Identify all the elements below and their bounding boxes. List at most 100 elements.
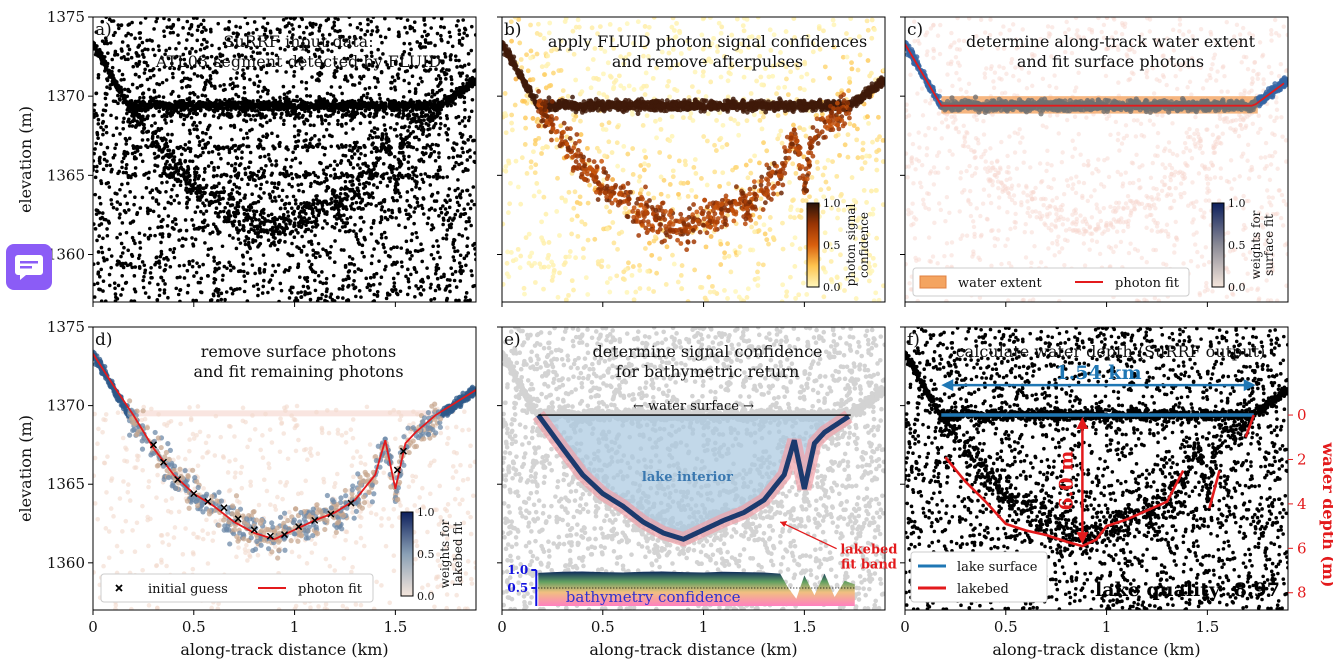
- photon: [441, 236, 445, 241]
- photon: [261, 146, 266, 151]
- photon: [186, 31, 191, 36]
- photon: [346, 174, 350, 179]
- photon: [188, 77, 193, 82]
- photon: [421, 45, 425, 49]
- photon: [378, 149, 383, 153]
- photon: [324, 176, 328, 181]
- photon: [270, 286, 275, 291]
- photon: [325, 40, 330, 44]
- photon: [243, 239, 247, 243]
- photon: [335, 217, 339, 221]
- photon: [245, 21, 250, 26]
- photon: [277, 230, 282, 234]
- photon: [339, 159, 344, 163]
- photon: [248, 208, 252, 212]
- photon: [365, 91, 370, 96]
- photon: [332, 191, 336, 195]
- photon: [462, 100, 467, 105]
- photon: [435, 31, 440, 36]
- photon: [253, 239, 258, 243]
- photon: [412, 135, 417, 140]
- photon: [464, 227, 468, 231]
- photon: [283, 232, 287, 237]
- photon: [445, 116, 450, 121]
- photon: [293, 198, 298, 202]
- photon: [219, 102, 223, 106]
- photon: [428, 127, 432, 131]
- photon: [409, 238, 414, 243]
- photon: [355, 186, 360, 190]
- photon: [432, 108, 437, 112]
- photon: [456, 19, 460, 23]
- photon: [364, 54, 369, 59]
- photon: [370, 135, 375, 140]
- photon: [310, 225, 315, 229]
- photon: [391, 276, 396, 281]
- photon: [297, 214, 301, 219]
- photon: [249, 46, 253, 50]
- photon: [155, 135, 160, 139]
- photon: [242, 71, 246, 76]
- photon: [407, 89, 412, 94]
- photon: [113, 146, 117, 151]
- photon: [203, 191, 207, 195]
- photon: [107, 272, 112, 277]
- photon: [259, 66, 263, 70]
- photon: [400, 101, 405, 106]
- photon: [181, 146, 186, 151]
- photon: [375, 65, 379, 69]
- photon: [335, 163, 340, 167]
- photon: [198, 139, 202, 144]
- photon: [351, 127, 355, 131]
- photon: [201, 212, 206, 216]
- photon: [441, 175, 445, 180]
- photon: [448, 216, 452, 220]
- photon: [384, 111, 389, 116]
- photon: [96, 117, 101, 122]
- photon: [203, 80, 208, 85]
- photon: [229, 146, 234, 150]
- scatter-a: [93, 17, 476, 302]
- photon: [398, 194, 403, 199]
- photon: [463, 211, 468, 216]
- photon: [119, 241, 124, 246]
- photon: [147, 87, 151, 92]
- photon: [428, 67, 433, 72]
- photon: [143, 47, 147, 51]
- photon: [144, 130, 149, 134]
- photon: [149, 103, 154, 108]
- photon: [252, 212, 257, 217]
- photon: [138, 206, 143, 210]
- photon: [115, 84, 119, 89]
- photon: [168, 265, 173, 269]
- photon: [406, 129, 410, 133]
- photon: [151, 98, 155, 103]
- photon: [317, 142, 322, 146]
- photon: [212, 168, 216, 172]
- photon: [344, 38, 349, 42]
- photon: [176, 168, 181, 173]
- photon: [148, 190, 153, 195]
- photon: [456, 90, 460, 95]
- photon: [138, 152, 143, 157]
- photon: [203, 166, 207, 171]
- photon: [190, 264, 195, 269]
- photon: [153, 53, 157, 58]
- photon: [160, 180, 164, 185]
- photon: [348, 113, 352, 118]
- photon: [446, 127, 451, 131]
- photon: [128, 190, 132, 194]
- photon: [109, 254, 114, 258]
- photon: [301, 284, 306, 289]
- photon: [206, 253, 210, 257]
- photon: [411, 116, 416, 121]
- photon: [464, 88, 469, 93]
- photon: [455, 154, 460, 158]
- photon: [325, 91, 330, 96]
- photon: [449, 77, 454, 82]
- photon: [232, 219, 237, 224]
- photon: [276, 39, 281, 43]
- photon: [236, 173, 241, 178]
- photon: [193, 237, 198, 242]
- photon: [331, 94, 336, 98]
